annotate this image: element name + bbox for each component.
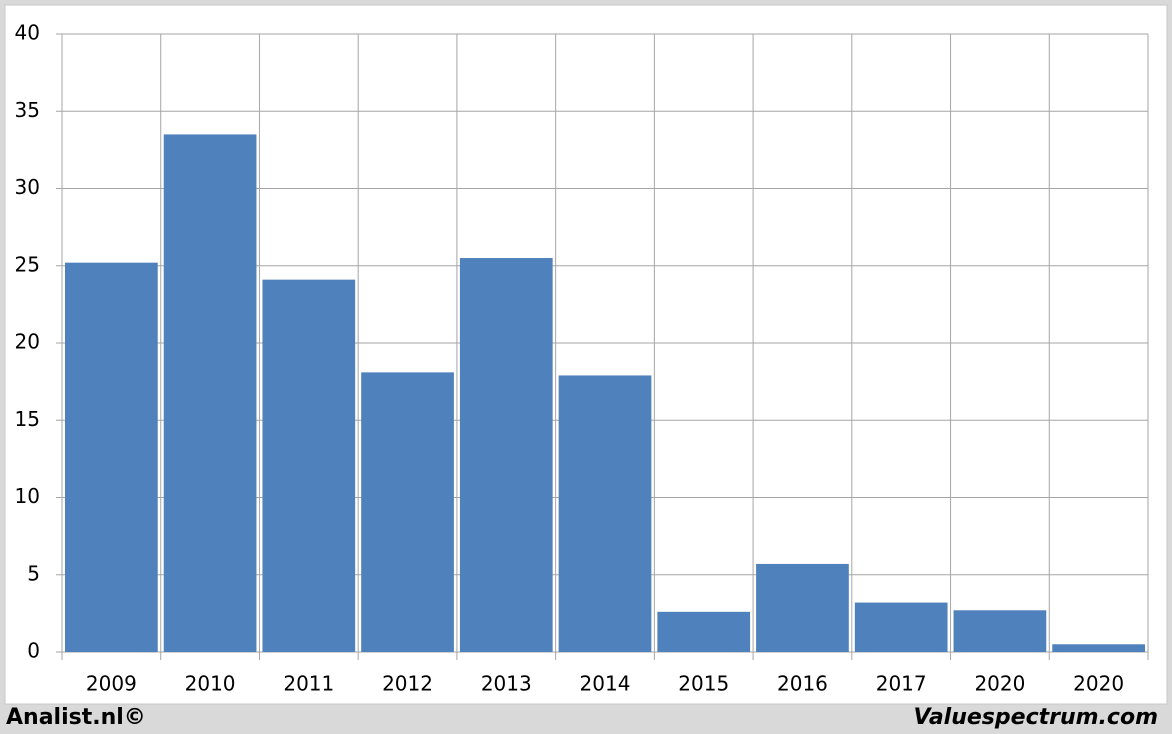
x-tick-label: 2017 — [876, 672, 927, 696]
y-tick-label: 0 — [27, 639, 40, 663]
bar — [163, 134, 257, 653]
y-tick-label: 40 — [15, 21, 40, 45]
bar — [459, 258, 553, 652]
bar — [756, 563, 849, 652]
x-tick-label: 2010 — [185, 672, 236, 696]
x-tick-label: 2011 — [283, 672, 334, 696]
y-tick-label: 35 — [15, 98, 40, 122]
x-tick-label: 2009 — [86, 672, 137, 696]
footer-right: Valuespectrum.com — [914, 705, 1158, 730]
x-tick-label: 2016 — [777, 672, 828, 696]
footer-left: Analist.nl© — [6, 705, 146, 730]
x-tick-label: 2020 — [1073, 672, 1124, 696]
y-tick-label: 20 — [15, 330, 40, 354]
bar — [953, 610, 1047, 652]
y-tick-label: 30 — [15, 175, 40, 199]
x-tick-label: 2020 — [974, 672, 1025, 696]
bar — [65, 262, 158, 652]
x-tick-label: 2014 — [580, 672, 631, 696]
x-tick-label: 2013 — [481, 672, 532, 696]
bar — [854, 602, 948, 652]
bar — [361, 372, 454, 652]
bar — [657, 611, 751, 652]
y-tick-label: 10 — [15, 484, 40, 508]
bar — [1052, 644, 1145, 652]
y-tick-label: 15 — [15, 407, 40, 431]
bar — [262, 279, 356, 652]
y-tick-label: 25 — [15, 252, 40, 276]
y-tick-label: 5 — [27, 561, 40, 585]
bar — [558, 375, 652, 652]
x-tick-label: 2012 — [382, 672, 433, 696]
x-tick-label: 2015 — [678, 672, 729, 696]
